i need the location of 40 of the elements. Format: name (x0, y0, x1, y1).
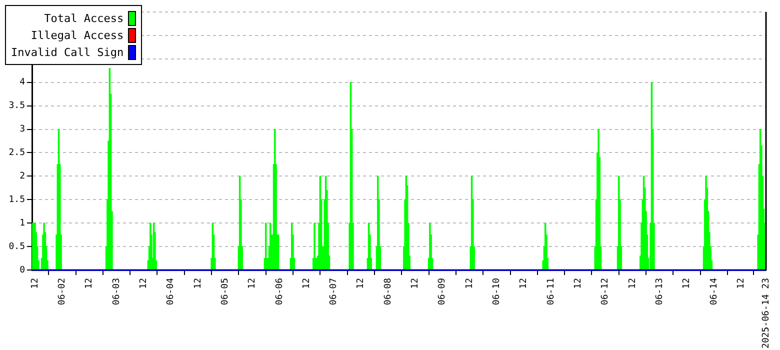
x-tick-label: 12 (248, 278, 258, 289)
y-tick-label: 4 (20, 78, 25, 88)
y-tick-label: 2.5 (8, 148, 25, 158)
x-tick-label: 12 (410, 278, 421, 289)
x-tick-label: 06-06 (274, 278, 285, 306)
legend-label: Invalid Call Sign (11, 46, 124, 59)
y-tick-label: 0.5 (8, 242, 25, 252)
x-tick-label: 2025-06-14 23 (761, 278, 772, 348)
x-tick-label: 12 (356, 278, 366, 289)
x-tick-label: 12 (193, 278, 204, 289)
y-tick-label: 3.5 (8, 101, 25, 112)
x-tick-label: 12 (736, 278, 746, 289)
x-tick-label: 12 (464, 278, 475, 289)
y-tick-label: 0 (20, 265, 25, 276)
y-tick-label: 1.5 (8, 194, 25, 205)
x-tick-label: 12 (84, 278, 95, 289)
x-tick-label: 06-10 (492, 278, 502, 306)
legend-label: Illegal Access (30, 29, 124, 42)
x-tick-label: 06-13 (654, 278, 665, 306)
x-tick-label: 12 (302, 278, 312, 289)
x-tick-label: 06-04 (166, 278, 176, 306)
x-tick-label: 06-05 (220, 278, 230, 306)
x-tick-label: 12 (519, 278, 530, 289)
x-tick-label: 06-02 (58, 278, 68, 306)
x-tick-label: 06-12 (600, 278, 611, 306)
y-tick-label: 3 (20, 124, 25, 135)
legend-label: Total Access (44, 12, 124, 25)
x-tick-label: 06-14 (709, 278, 720, 306)
x-tick-label: 12 (138, 278, 149, 289)
x-tick-label: 06-07 (329, 278, 340, 306)
x-tick-label: 12 (574, 278, 584, 289)
x-tick-label: 06-09 (438, 278, 448, 306)
x-tick-label: 12 (682, 278, 692, 289)
y-tick-label: 2 (20, 172, 25, 182)
x-tick-label: 12 (30, 278, 40, 289)
y-tick-label: 1 (20, 218, 25, 228)
x-tick-label: 06-03 (112, 278, 122, 306)
x-tick-label: 12 (628, 278, 638, 289)
x-tick-label: 06-11 (546, 278, 556, 306)
x-tick-label: 06-08 (383, 278, 394, 306)
